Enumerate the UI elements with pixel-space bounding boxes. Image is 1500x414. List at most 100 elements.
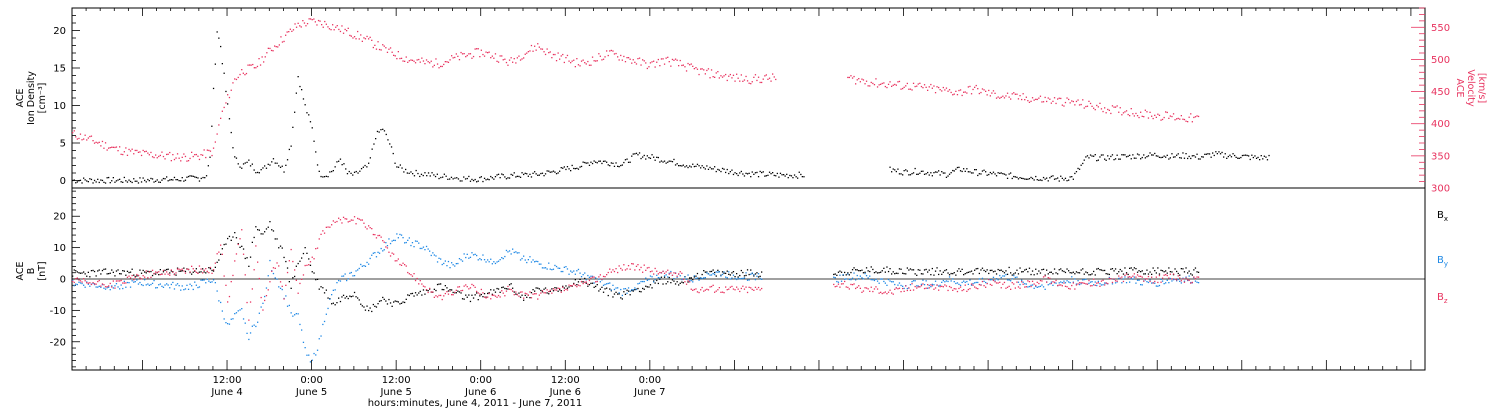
bz-point	[855, 287, 857, 290]
velocity-point	[936, 86, 938, 88]
bx-point	[649, 284, 652, 286]
velocity-point	[887, 83, 890, 85]
velocity-point	[645, 62, 647, 64]
by-point	[1038, 286, 1040, 288]
bx-point	[922, 273, 924, 275]
by-point	[408, 237, 410, 239]
velocity-point	[386, 51, 389, 53]
bx-point	[120, 273, 122, 275]
by-point	[1166, 279, 1168, 281]
velocity-point	[1157, 113, 1159, 115]
by-point	[853, 272, 855, 274]
velocity-point	[916, 85, 918, 87]
velocity-point	[294, 23, 296, 25]
density-point	[350, 172, 352, 174]
velocity-point	[411, 59, 414, 61]
bx-point	[618, 293, 620, 295]
by-point	[260, 306, 262, 308]
bx-point	[386, 303, 389, 305]
bz-point	[748, 286, 750, 288]
density-point	[1061, 177, 1063, 179]
bz-point	[649, 271, 652, 273]
by-point	[612, 284, 614, 286]
bz-point	[413, 273, 415, 275]
velocity-point	[1144, 109, 1146, 111]
bz-point	[848, 288, 850, 290]
density-point	[750, 176, 752, 178]
density-point	[1199, 158, 1201, 160]
density-point	[129, 180, 132, 183]
density-point	[540, 172, 542, 175]
bx-point	[288, 281, 290, 283]
by-point	[166, 283, 168, 285]
density-point	[731, 169, 733, 171]
bz-point	[253, 269, 255, 271]
bx-point	[366, 305, 368, 307]
density-point	[728, 172, 730, 175]
velocity-point	[1180, 115, 1182, 117]
bx-point	[911, 269, 913, 271]
density-point	[382, 128, 384, 130]
bx-point	[590, 282, 592, 284]
by-point	[465, 256, 467, 259]
by-point	[1136, 279, 1139, 281]
velocity-point	[1033, 99, 1035, 101]
by-point	[859, 275, 861, 277]
density-point	[501, 173, 503, 175]
bz-point	[299, 282, 301, 285]
bx-point	[988, 272, 990, 275]
bx-point	[87, 271, 89, 273]
density-point	[1157, 155, 1159, 157]
velocity-tick-label: 300	[1431, 184, 1450, 195]
by-point	[455, 263, 457, 265]
bx-point	[200, 271, 202, 273]
velocity-point	[1133, 115, 1135, 117]
bz-point	[446, 291, 448, 293]
density-point	[1171, 153, 1173, 155]
velocity-point	[341, 25, 343, 27]
by-point	[123, 280, 125, 282]
bz-point	[244, 274, 246, 276]
by-point	[552, 268, 555, 270]
density-point	[504, 176, 506, 178]
by-point	[1179, 280, 1181, 282]
density-point	[265, 167, 268, 169]
density-point	[1036, 179, 1038, 181]
density-point	[1215, 151, 1217, 153]
velocity-point	[953, 93, 955, 95]
by-point	[407, 239, 409, 241]
bx-point	[671, 279, 674, 281]
density-tick-label: 15	[53, 64, 66, 75]
density-point	[721, 167, 724, 170]
bx-point	[678, 284, 680, 286]
by-point	[1011, 278, 1013, 280]
bx-point	[629, 294, 631, 296]
by-point	[267, 275, 269, 277]
density-point	[1083, 159, 1085, 161]
velocity-point	[1114, 106, 1117, 108]
bx-point	[472, 297, 475, 299]
by-point	[718, 271, 720, 273]
density-point	[643, 154, 645, 157]
bz-point	[162, 269, 165, 272]
density-point	[607, 164, 609, 166]
bx-point	[739, 274, 741, 277]
density-point	[269, 164, 271, 166]
by-point	[93, 283, 96, 286]
density-point	[1107, 155, 1109, 157]
by-point	[413, 246, 415, 248]
bz-point	[108, 285, 110, 287]
bz-point	[717, 289, 719, 291]
velocity-point	[710, 69, 713, 71]
bx-point	[919, 269, 921, 271]
density-point	[1165, 156, 1167, 158]
bx-point	[1197, 271, 1200, 273]
velocity-point	[693, 68, 695, 70]
bz-point	[911, 283, 913, 285]
bz-point	[892, 293, 894, 295]
bx-point	[1155, 272, 1157, 274]
density-point	[205, 175, 208, 177]
by-point	[740, 277, 742, 280]
bz-point	[624, 269, 627, 271]
velocity-point	[761, 81, 763, 84]
